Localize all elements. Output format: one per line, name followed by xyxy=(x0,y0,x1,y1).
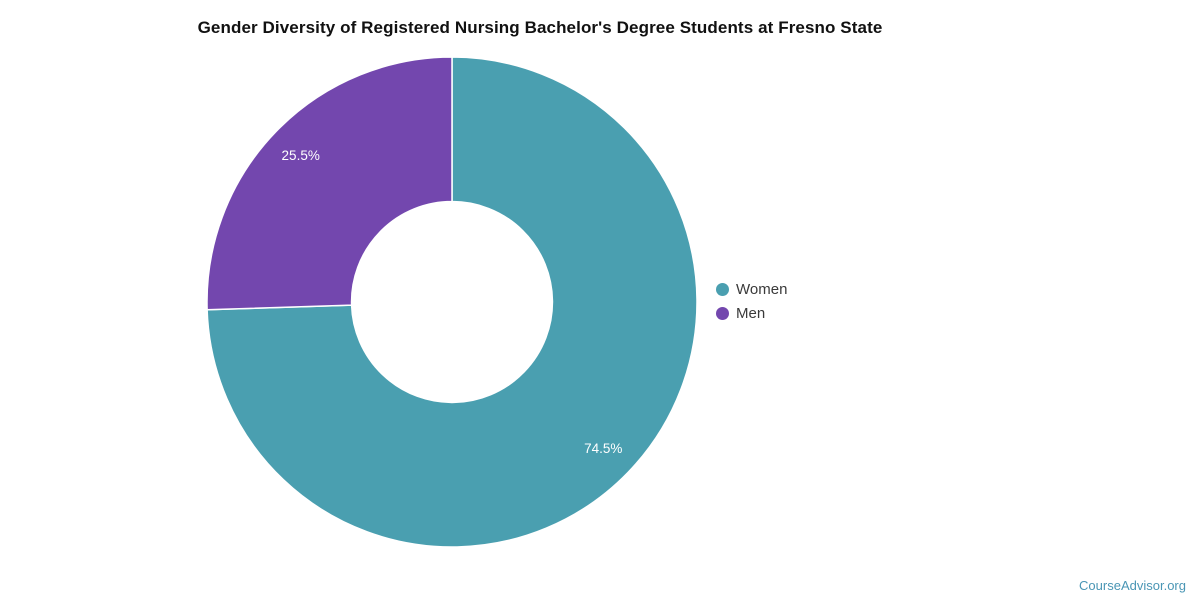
legend-item-women[interactable]: Women xyxy=(716,277,787,301)
slice-data-label-men: 25.5% xyxy=(282,148,320,163)
legend-item-men[interactable]: Men xyxy=(716,301,787,325)
chart-title: Gender Diversity of Registered Nursing B… xyxy=(197,18,883,37)
slice-data-label-women: 74.5% xyxy=(584,441,622,456)
pie-slice-men[interactable] xyxy=(206,56,453,311)
brand-link[interactable]: CourseAdvisor.org xyxy=(1079,578,1186,593)
legend-swatch-women-icon xyxy=(716,282,729,296)
legend: Women Men xyxy=(716,277,787,325)
legend-label-men: Men xyxy=(736,304,766,322)
donut-chart: 74.5% 25.5% xyxy=(206,56,698,548)
pie-slice-women[interactable] xyxy=(206,56,698,548)
legend-swatch-men-icon xyxy=(716,306,729,320)
legend-label-women: Women xyxy=(736,280,788,298)
